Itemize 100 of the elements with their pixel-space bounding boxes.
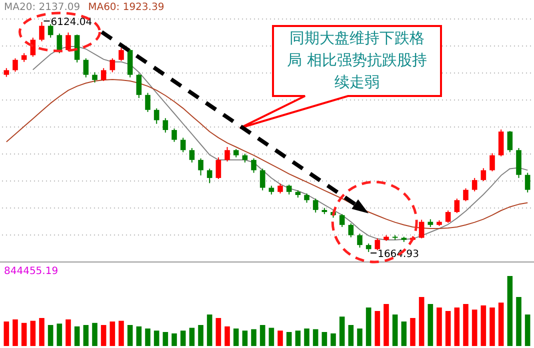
bar: [428, 304, 434, 346]
bar: [295, 330, 301, 346]
candlestick: [524, 172, 530, 193]
bar: [74, 326, 80, 346]
candlestick: [39, 22, 44, 42]
candlestick: [48, 24, 54, 38]
candlestick: [286, 184, 292, 195]
annotation: 844455.19: [4, 266, 58, 277]
bar: [480, 305, 486, 346]
candlestick: [260, 168, 266, 191]
bar: [260, 325, 266, 346]
candlestick: [83, 58, 89, 78]
bar: [330, 333, 336, 346]
bar: [242, 330, 248, 346]
bar: [374, 311, 380, 346]
bar: [118, 320, 124, 346]
candlestick: [498, 128, 504, 157]
bar: [198, 325, 204, 346]
bar: [516, 297, 522, 346]
bar: [268, 328, 274, 346]
bar: [339, 316, 345, 346]
bar: [180, 330, 186, 346]
bar: [392, 314, 398, 346]
bar: [454, 308, 460, 346]
candlestick: [206, 168, 212, 184]
candlestick: [12, 58, 18, 72]
bar: [312, 329, 318, 346]
bar: [100, 325, 106, 346]
bar: [418, 297, 424, 346]
bar: [357, 328, 362, 346]
candlestick: [172, 128, 177, 142]
bar: [110, 322, 116, 346]
bar: [233, 328, 239, 346]
candlestick: [507, 130, 513, 153]
candlestick: [110, 58, 116, 73]
bar: [66, 319, 71, 346]
candlestick: [312, 198, 318, 214]
candlestick: [92, 72, 98, 84]
bar: [524, 314, 530, 346]
bar: [410, 318, 416, 346]
candlestick: [480, 168, 486, 182]
candlestick: [145, 92, 150, 112]
bar: [472, 310, 478, 346]
candlestick: [348, 222, 354, 238]
bar: [162, 332, 168, 346]
bar: [366, 308, 372, 346]
bar: [216, 318, 222, 346]
candlestick: [224, 146, 230, 162]
candlestick: [162, 118, 168, 134]
bar: [498, 302, 504, 346]
bar: [206, 314, 212, 346]
candlestick: [472, 177, 478, 192]
candlestick: [56, 33, 62, 54]
bar: [278, 330, 283, 346]
candlestick: [66, 32, 71, 52]
candlestick: [278, 183, 283, 194]
candlestick: [463, 188, 468, 202]
bar: [401, 322, 407, 346]
annotation: 6124.04: [50, 17, 92, 28]
bar: [189, 328, 195, 346]
bar: [224, 326, 230, 346]
candlestick: [490, 152, 495, 172]
candlestick: [445, 210, 451, 224]
candlestick: [189, 148, 195, 164]
legend: MA20: 2137.09 MA60: 1923.39: [4, 2, 164, 13]
annotation: 1664.93: [378, 249, 419, 260]
bar: [304, 328, 310, 346]
candlestick: [216, 156, 222, 180]
annotation: 同期大盘维持下跌格局 相比强势抗跌股持续走弱: [287, 28, 427, 93]
candlestick: [454, 198, 460, 214]
bar: [507, 276, 513, 346]
bar: [56, 324, 62, 346]
candlestick: [357, 233, 362, 248]
candlestick: [374, 238, 380, 251]
candlestick: [136, 73, 142, 99]
candlestick: [100, 68, 106, 82]
bar: [21, 322, 27, 346]
bar: [48, 325, 54, 346]
bar: [30, 320, 36, 346]
bar: [445, 311, 451, 346]
candlestick: [251, 158, 256, 174]
candlestick: [304, 192, 310, 204]
bar: [136, 326, 142, 346]
bar: [348, 325, 354, 346]
candlestick: [198, 158, 204, 176]
bar: [92, 322, 98, 346]
candlestick: [180, 137, 186, 153]
bar: [4, 322, 10, 346]
candlestick: [418, 219, 424, 239]
bar: [436, 308, 442, 346]
candlestick: [339, 214, 345, 228]
bar: [154, 330, 160, 346]
bar: [490, 308, 495, 346]
candlestick: [154, 108, 160, 124]
bar: [145, 328, 150, 346]
bar: [322, 332, 328, 346]
bar: [384, 304, 389, 346]
bar: [286, 332, 292, 346]
bar: [172, 333, 177, 346]
bar: [463, 304, 468, 346]
